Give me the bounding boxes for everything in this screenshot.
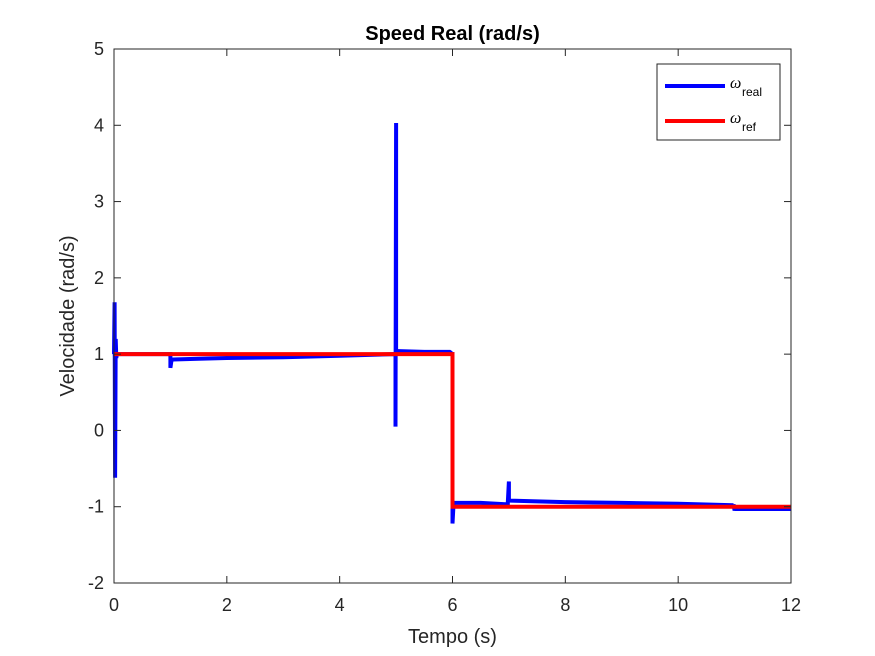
x-tick-label: 2 [222, 595, 232, 615]
legend-label: ω [730, 75, 741, 92]
legend-label-subscript: ref [742, 120, 757, 134]
y-tick-label: 1 [94, 344, 104, 364]
x-tick-label: 6 [447, 595, 457, 615]
legend-label: ω [730, 110, 741, 127]
y-axis-label: Velocidade (rad/s) [57, 235, 79, 396]
y-tick-label: 2 [94, 268, 104, 288]
legend-box [656, 63, 781, 141]
y-tick-label: 3 [94, 192, 104, 212]
y-tick-label: -1 [88, 497, 104, 517]
x-tick-label: 0 [109, 595, 119, 615]
x-tick-label: 10 [668, 595, 688, 615]
y-tick-label: 4 [94, 115, 104, 135]
series-layer [112, 122, 791, 524]
legend-label-subscript: real [742, 85, 762, 99]
y-tick-label: 0 [94, 420, 104, 440]
y-tick-label: -2 [88, 573, 104, 593]
chart-title: Speed Real (rad/s) [365, 23, 540, 45]
x-axis-label: Tempo (s) [408, 626, 497, 648]
x-tick-label: 4 [335, 595, 345, 615]
series-line-ref [114, 352, 791, 509]
x-tick-label: 12 [781, 595, 801, 615]
y-tick-label: 5 [94, 39, 104, 59]
x-tick-label: 8 [560, 595, 570, 615]
